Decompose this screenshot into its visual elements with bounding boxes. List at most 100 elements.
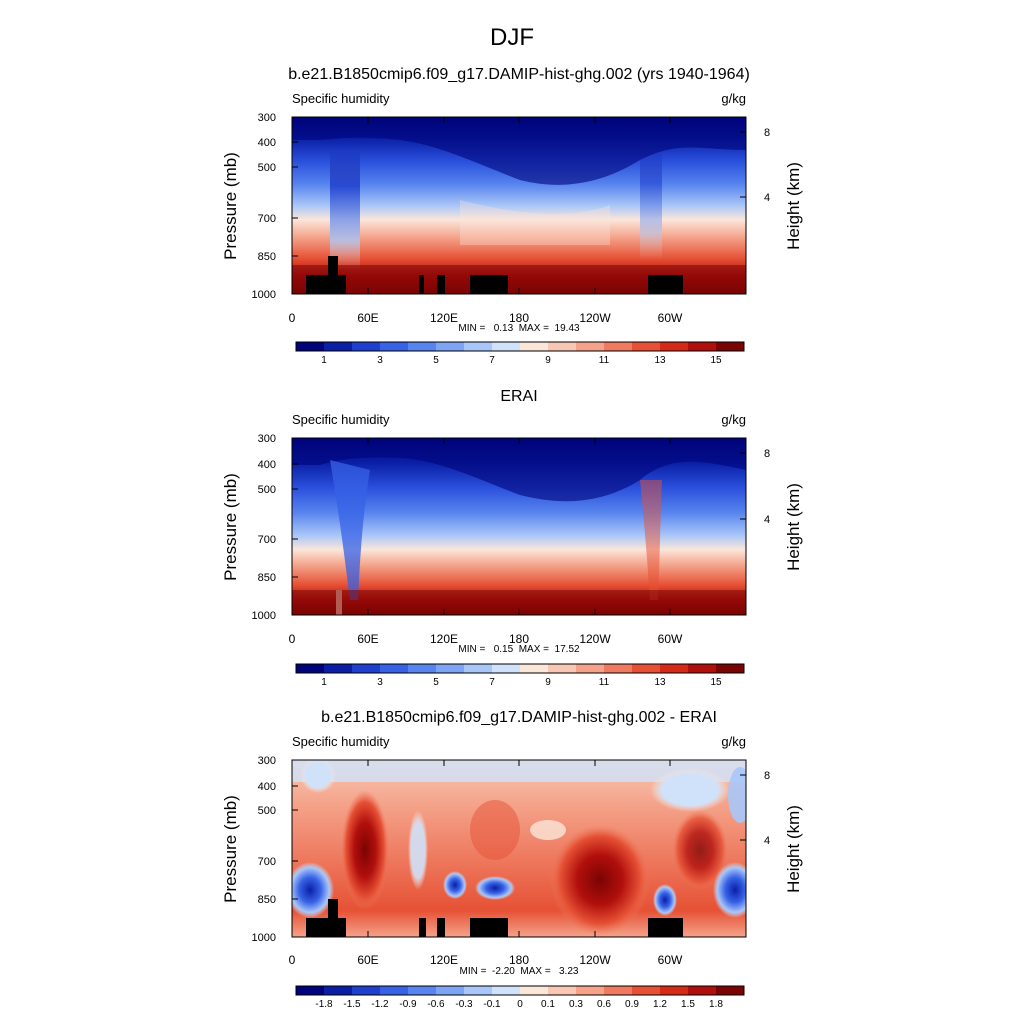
colorbar-swatch — [296, 986, 325, 995]
colorbar-swatch — [464, 986, 493, 995]
colorbar-swatch — [380, 986, 409, 995]
x-tick-label: 60E — [357, 632, 378, 646]
colorbar-swatch — [520, 986, 549, 995]
units-label: g/kg — [721, 412, 746, 427]
colorbar-swatch — [436, 986, 465, 995]
x-tick-label: 120E — [430, 311, 458, 325]
x-tick-label: 180 — [509, 953, 529, 967]
x-tick-labels: 0 60E 120E 180 120W 60W — [289, 953, 683, 967]
panel-title: ERAI — [500, 388, 537, 405]
y-tick-label: 850 — [258, 572, 276, 584]
contour-field — [292, 760, 746, 937]
colorbar-label: 9 — [545, 355, 551, 366]
contour-field — [292, 438, 746, 615]
colorbar-swatch — [492, 664, 521, 673]
colorbar-swatch — [408, 986, 437, 995]
x-tick-label: 0 — [289, 953, 296, 967]
y-tick-label: 700 — [258, 534, 276, 546]
x-tick-label: 60W — [658, 311, 683, 325]
x-tick-labels: 0 60E 120E 180 120W 60W — [289, 311, 683, 325]
y2-axis-label: Height (km) — [784, 483, 803, 571]
colorbar-swatch — [688, 664, 717, 673]
x-axis-ticks — [291, 760, 671, 937]
x-tick-label: 120E — [430, 632, 458, 646]
variable-label: Specific humidity — [292, 412, 390, 427]
panel-erai: ERAI Specific humidity g/kg 300 400 500 … — [221, 388, 803, 688]
x-tick-label: 180 — [509, 311, 529, 325]
x-tick-label: 0 — [289, 311, 296, 325]
panel-title: b.e21.B1850cmip6.f09_g17.DAMIP-hist-ghg.… — [288, 66, 750, 83]
y2-tick-label: 4 — [764, 835, 770, 847]
x-tick-label: 120E — [430, 953, 458, 967]
x-tick-label: 60W — [658, 953, 683, 967]
variable-label: Specific humidity — [292, 91, 390, 106]
colorbar-label: 11 — [599, 677, 610, 688]
colorbar-label: 1.8 — [709, 999, 723, 1010]
colorbar-label: 13 — [654, 677, 666, 688]
panel-title: b.e21.B1850cmip6.f09_g17.DAMIP-hist-ghg.… — [321, 709, 717, 726]
colorbar-swatch — [548, 986, 577, 995]
colorbar-frame — [295, 663, 745, 674]
y-tick-label: 850 — [258, 894, 276, 906]
colorbar-label: 3 — [377, 355, 383, 366]
y-tick-labels: 300 400 500 700 850 1000 — [252, 755, 276, 944]
colorbar: 1 3 5 7 9 11 13 15 — [295, 663, 745, 688]
y2-tick-label: 4 — [764, 514, 770, 526]
x-tick-label: 120W — [579, 632, 611, 646]
colorbar-swatch — [296, 664, 325, 673]
colorbar-swatch — [464, 342, 493, 351]
units-label: g/kg — [721, 734, 746, 749]
colorbar-swatch — [604, 986, 633, 995]
y2-tick-labels: 8 4 — [764, 770, 770, 847]
y2-tick-label: 8 — [764, 770, 770, 782]
colorbar: -1.8 -1.5 -1.2 -0.9 -0.6 -0.3 -0.1 0 0.1 0.3 0.6 0.… — [295, 985, 745, 1010]
colorbar-label: 5 — [433, 355, 439, 366]
colorbar-swatch — [548, 342, 577, 351]
contour-field — [292, 117, 746, 294]
y-axis-label: Pressure (mb) — [221, 473, 240, 581]
y-tick-label: 400 — [258, 137, 276, 149]
y-tick-label: 400 — [258, 781, 276, 793]
colorbar-swatch — [632, 986, 661, 995]
y2-axis-label: Height (km) — [784, 162, 803, 250]
colorbar-swatch — [520, 664, 549, 673]
x-tick-label: 120W — [579, 953, 611, 967]
colorbar-swatch — [324, 664, 353, 673]
colorbar-swatch — [464, 664, 493, 673]
colorbar-swatch — [576, 664, 605, 673]
y-axis-ticks — [292, 116, 746, 295]
x-tick-label: 60E — [357, 953, 378, 967]
colorbar-swatch — [380, 664, 409, 673]
y-axis-label: Pressure (mb) — [221, 795, 240, 903]
colorbar: 1 3 5 7 9 11 13 15 — [295, 341, 745, 366]
x-tick-label: 120W — [579, 311, 611, 325]
y2-tick-label: 4 — [764, 192, 770, 204]
colorbar-label: 11 — [599, 355, 610, 366]
panel-model: b.e21.B1850cmip6.f09_g17.DAMIP-hist-ghg.… — [221, 66, 803, 366]
x-tick-label: 0 — [289, 632, 296, 646]
y-tick-labels: 300 400 500 700 850 1000 — [252, 112, 276, 301]
colorbar-label: 15 — [710, 355, 722, 366]
y-axis-ticks — [292, 759, 746, 938]
colorbar-swatch — [324, 342, 353, 351]
y-tick-label: 700 — [258, 856, 276, 868]
colorbar-label: 1.2 — [653, 999, 667, 1010]
colorbar-label: -0.3 — [455, 999, 473, 1010]
y-tick-label: 700 — [258, 213, 276, 225]
figure-title: DJF — [490, 24, 534, 51]
colorbar-swatch — [688, 342, 717, 351]
y-tick-label: 300 — [258, 112, 276, 124]
x-tick-labels: 0 60E 120E 180 120W 60W — [289, 632, 683, 646]
colorbar-swatch — [548, 664, 577, 673]
colorbar-label: -0.1 — [483, 999, 501, 1010]
colorbar-label: -1.2 — [371, 999, 389, 1010]
colorbar-swatch — [716, 986, 745, 995]
colorbar-label: -1.8 — [315, 999, 333, 1010]
colorbar-label: 3 — [377, 677, 383, 688]
colorbar-swatch — [716, 342, 745, 351]
colorbar-swatch — [492, 986, 521, 995]
variable-label: Specific humidity — [292, 734, 390, 749]
colorbar-swatch — [520, 342, 549, 351]
x-tick-label: 180 — [509, 632, 529, 646]
colorbar-swatch — [352, 342, 381, 351]
